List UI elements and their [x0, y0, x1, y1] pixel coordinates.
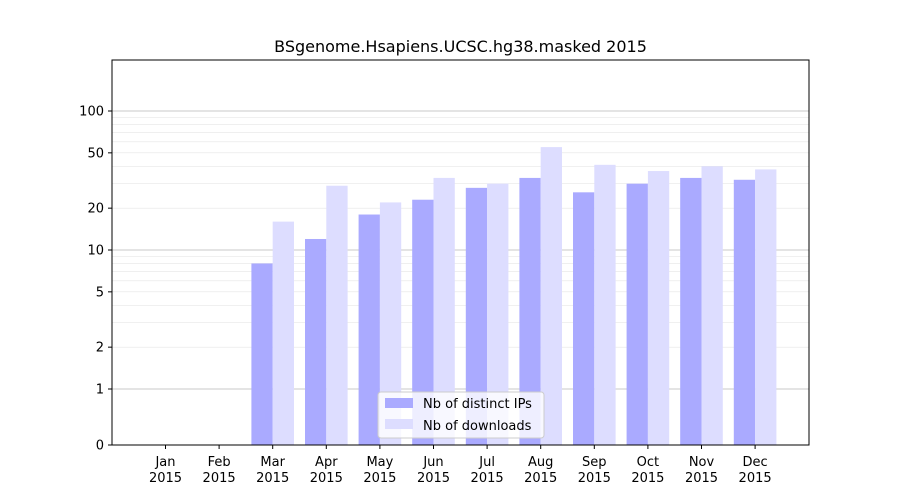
bar-distinct-ips — [305, 238, 327, 445]
legend-label-downloads: Nb of downloads — [423, 419, 532, 434]
x-tick-label-month: Dec — [743, 455, 768, 470]
x-tick-label-month: Apr — [315, 455, 338, 470]
legend: Nb of distinct IPs Nb of downloads — [377, 391, 545, 439]
x-tick-label-month: Nov — [689, 455, 715, 470]
bar-downloads — [647, 171, 670, 445]
bar-distinct-ips — [412, 199, 434, 445]
bar-distinct-ips — [573, 192, 595, 445]
y-tick-label: 20 — [87, 202, 104, 217]
legend-swatch-ips — [385, 398, 413, 408]
bar-distinct-ips — [251, 263, 273, 445]
y-tick-label: 100 — [79, 105, 104, 120]
bar-downloads — [379, 202, 402, 445]
x-tick-label-month: Jun — [422, 455, 443, 470]
x-tick-label-month: Oct — [637, 455, 659, 470]
bar-downloads — [272, 221, 294, 445]
legend-box — [377, 391, 545, 439]
x-tick-label-year: 2015 — [578, 471, 611, 486]
y-tick-label: 1 — [96, 383, 104, 398]
y-tick-label: 0 — [96, 439, 104, 454]
bar-downloads — [594, 164, 616, 445]
x-tick-label-month: Sep — [582, 455, 607, 470]
bar-downloads — [326, 185, 348, 445]
y-axis: 0 1 2 5 10 20 50 100 — [79, 105, 112, 454]
bar-downloads — [701, 166, 723, 445]
bar-distinct-ips — [680, 177, 702, 445]
bar-distinct-ips — [519, 177, 541, 445]
x-tick-label-year: 2015 — [363, 471, 396, 486]
y-tick-label: 5 — [96, 285, 104, 300]
legend-swatch-downloads — [385, 419, 413, 429]
x-tick-label-year: 2015 — [203, 471, 236, 486]
bars — [251, 147, 777, 445]
x-tick-label-year: 2015 — [524, 471, 557, 486]
y-tick-label: 2 — [96, 341, 104, 356]
y-tick-label: 50 — [87, 146, 104, 161]
x-tick-label-year: 2015 — [310, 471, 343, 486]
x-tick-label-year: 2015 — [417, 471, 450, 486]
x-tick-label-month: Feb — [208, 455, 231, 470]
bar-distinct-ips — [358, 214, 380, 445]
x-tick-label-year: 2015 — [739, 471, 772, 486]
grid-lines — [112, 110, 809, 390]
x-tick-label-year: 2015 — [685, 471, 718, 486]
x-tick-label-month: Jan — [154, 455, 175, 470]
chart-title: BSgenome.Hsapiens.UCSC.hg38.masked 2015 — [274, 37, 647, 56]
x-tick-label-month: May — [366, 455, 393, 470]
x-tick-label-year: 2015 — [149, 471, 182, 486]
bar-distinct-ips — [626, 183, 648, 445]
bar-distinct-ips — [465, 187, 488, 445]
plot-frame — [111, 59, 810, 446]
x-tick-label-month: Mar — [260, 455, 285, 470]
x-tick-label-month: Aug — [528, 455, 553, 470]
bar-distinct-ips — [733, 179, 756, 445]
bar-downloads — [755, 169, 777, 445]
bar-downloads — [540, 147, 562, 445]
bar-downloads — [433, 177, 455, 445]
x-tick-label-year: 2015 — [471, 471, 504, 486]
x-tick-label-year: 2015 — [631, 471, 664, 486]
x-tick-label-year: 2015 — [256, 471, 289, 486]
x-axis: Jan2015Feb2015Mar2015Apr2015May2015Jun20… — [149, 445, 772, 486]
y-tick-label: 10 — [87, 244, 104, 259]
legend-label-ips: Nb of distinct IPs — [423, 397, 532, 412]
bar-downloads — [487, 183, 509, 445]
x-tick-label-month: Jul — [478, 455, 495, 470]
